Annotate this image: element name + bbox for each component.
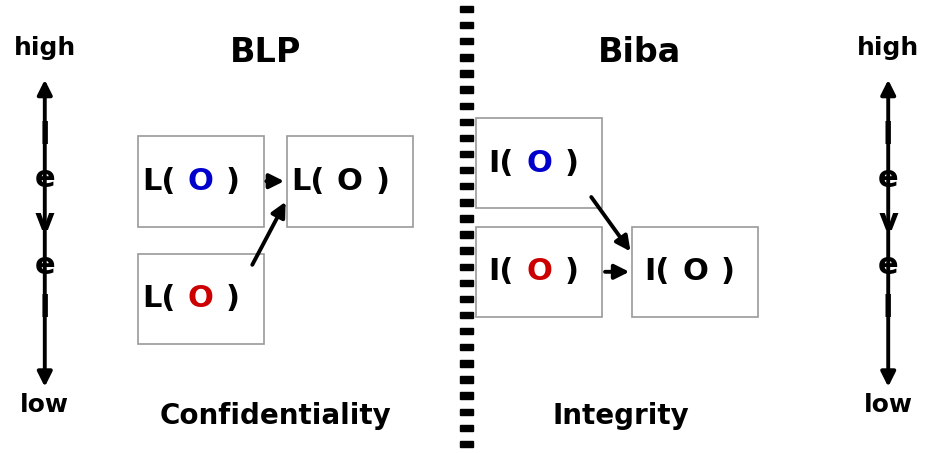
Bar xyxy=(460,280,473,286)
Text: I(: I( xyxy=(489,257,514,286)
Text: low: low xyxy=(864,393,912,417)
Bar xyxy=(460,247,473,254)
Bar xyxy=(460,119,473,125)
Bar xyxy=(460,151,473,157)
Text: ): ) xyxy=(564,149,578,178)
Text: ): ) xyxy=(720,257,734,286)
Text: l: l xyxy=(883,121,894,150)
Text: O: O xyxy=(188,284,214,313)
Text: Biba: Biba xyxy=(597,36,681,69)
Bar xyxy=(138,136,263,226)
Text: e: e xyxy=(35,251,55,280)
Text: O: O xyxy=(682,257,708,286)
Text: e: e xyxy=(878,164,898,193)
Text: Confidentiality: Confidentiality xyxy=(160,402,391,430)
Text: low: low xyxy=(21,393,69,417)
Text: Integrity: Integrity xyxy=(552,402,689,430)
Bar xyxy=(460,38,473,44)
Bar xyxy=(460,360,473,366)
Text: e: e xyxy=(35,164,55,193)
Bar xyxy=(460,312,473,318)
Text: v: v xyxy=(35,207,55,236)
Bar xyxy=(460,409,473,415)
Bar xyxy=(460,264,473,270)
Bar xyxy=(138,254,263,344)
Bar xyxy=(460,135,473,141)
Text: high: high xyxy=(14,36,76,60)
Text: L(: L( xyxy=(142,167,175,196)
Text: l: l xyxy=(39,294,50,323)
Bar xyxy=(633,226,758,317)
Bar xyxy=(460,392,473,399)
Bar xyxy=(460,328,473,334)
Text: BLP: BLP xyxy=(230,36,301,69)
Text: O: O xyxy=(188,167,214,196)
Text: I(: I( xyxy=(489,149,514,178)
Bar xyxy=(460,441,473,447)
Bar xyxy=(460,70,473,77)
Text: l: l xyxy=(883,294,894,323)
Text: l: l xyxy=(39,121,50,150)
Bar xyxy=(460,344,473,351)
Text: L(: L( xyxy=(142,284,175,313)
Text: e: e xyxy=(878,251,898,280)
Text: I(: I( xyxy=(645,257,670,286)
Text: L(: L( xyxy=(291,167,325,196)
Bar xyxy=(460,296,473,302)
Bar xyxy=(460,183,473,189)
Text: ): ) xyxy=(564,257,578,286)
Text: ): ) xyxy=(226,284,240,313)
Bar xyxy=(460,102,473,109)
Text: v: v xyxy=(878,207,898,236)
Text: ): ) xyxy=(375,167,389,196)
Bar xyxy=(460,54,473,61)
Bar xyxy=(460,167,473,173)
Bar xyxy=(460,231,473,238)
Bar xyxy=(460,215,473,222)
Bar xyxy=(460,22,473,29)
Bar xyxy=(476,226,603,317)
Text: high: high xyxy=(857,36,919,60)
Bar xyxy=(287,136,412,226)
Text: O: O xyxy=(337,167,363,196)
Bar xyxy=(476,118,603,208)
Bar xyxy=(460,87,473,93)
Bar xyxy=(460,424,473,431)
Text: ): ) xyxy=(226,167,240,196)
Bar xyxy=(460,376,473,383)
Text: O: O xyxy=(526,257,552,286)
Bar xyxy=(460,6,473,12)
Text: O: O xyxy=(526,149,552,178)
Bar xyxy=(460,199,473,206)
